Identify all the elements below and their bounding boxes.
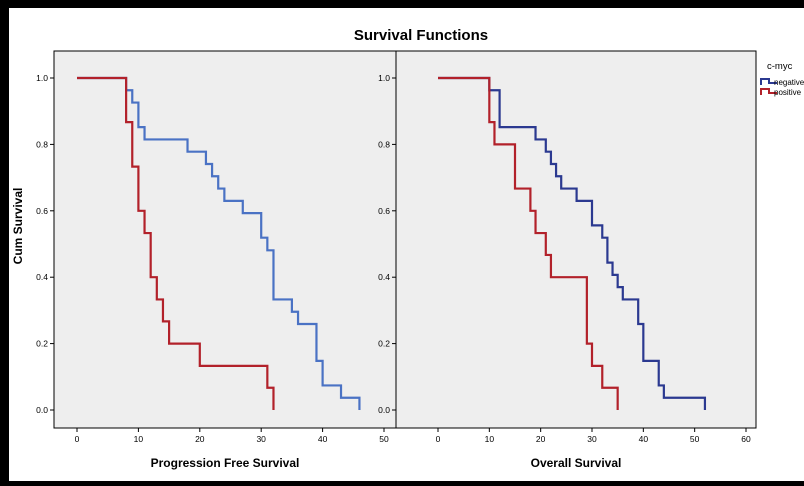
legend-label-positive: positive: [774, 88, 802, 97]
y-tick-label: 0.0: [378, 405, 390, 415]
panel-overall-survival: 0.0 0.2 0.4 0.6 0.8 1.0 0 10 20 30 40 50 60 Overall…: [378, 50, 757, 470]
x-tick-label: 30: [587, 434, 597, 444]
x-tick-label: 10: [485, 434, 495, 444]
x-tick-label: 20: [195, 434, 205, 444]
panel-progression-free-survival: 0.0 0.2 0.4 0.6 0.8 1.0 0 10 20 30 40 50 Progressi…: [36, 50, 397, 470]
y-tick-label: 0.8: [378, 139, 390, 149]
y-tick-label: 0.0: [36, 405, 48, 415]
survival-line-negative: [77, 76, 361, 410]
x-tick-label: 60: [741, 434, 751, 444]
chart-title: Survival Functions: [354, 27, 488, 44]
survival-line-negative: [438, 76, 707, 410]
x-tick-label: 50: [690, 434, 700, 444]
x-tick-label: 40: [318, 434, 328, 444]
plot-area-background: [53, 50, 397, 429]
survival-line-positive: [77, 76, 275, 410]
y-tick-label: 0.6: [378, 206, 390, 216]
x-tick-label: 30: [256, 434, 266, 444]
x-tick-label: 40: [639, 434, 649, 444]
y-axis-label: Cum Survival: [11, 188, 25, 265]
y-tick-label: 1.0: [378, 73, 390, 83]
survival-chart: Survival Functions Cum Survival 0.00.20.…: [11, 27, 804, 470]
x-tick-label: 0: [75, 434, 80, 444]
y-tick-label: 0.4: [378, 272, 390, 282]
survival-line-positive: [438, 76, 619, 410]
legend-swatch-positive: [760, 88, 777, 95]
plot-area-background: [395, 50, 757, 429]
x-axis-label-overall-survival: Overall Survival: [531, 456, 622, 470]
y-tick-label: 1.0: [36, 73, 48, 83]
y-tick-label: 0.4: [36, 272, 48, 282]
y-tick-label: 0.6: [36, 206, 48, 216]
y-tick-label: 0.2: [378, 339, 390, 349]
x-tick-label: 10: [134, 434, 144, 444]
legend-swatch-negative: [760, 78, 777, 85]
x-axis-label-progression-free-survival: Progression Free Survival: [151, 456, 300, 470]
x-tick-label: 50: [379, 434, 389, 444]
y-tick-label: 0.8: [36, 139, 48, 149]
legend-label-negative: negative: [774, 78, 804, 87]
y-tick-label: 0.2: [36, 339, 48, 349]
x-tick-label: 20: [536, 434, 546, 444]
x-tick-label: 0: [436, 434, 441, 444]
legend-title: c-myc: [767, 61, 793, 72]
chart-frame: Survival Functions Cum Survival 0.0 0.2 0.…: [9, 8, 804, 481]
